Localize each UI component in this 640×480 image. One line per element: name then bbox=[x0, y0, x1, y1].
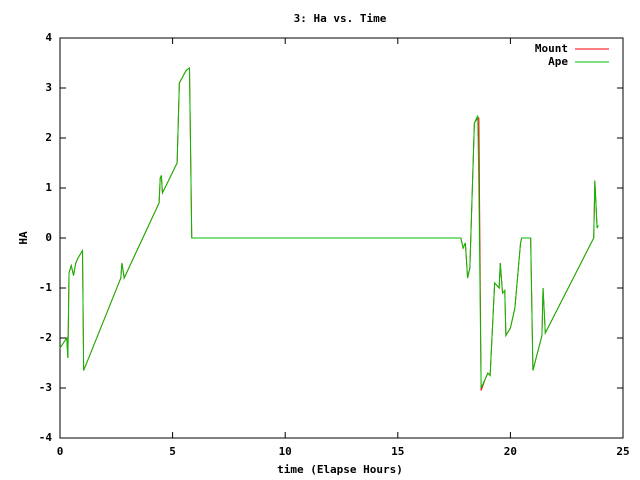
x-tick-label: 10 bbox=[279, 445, 292, 458]
series-line bbox=[59, 67, 599, 389]
y-tick-label: -4 bbox=[39, 431, 53, 444]
x-tick-label: 0 bbox=[57, 445, 64, 458]
y-tick-label: -1 bbox=[39, 281, 53, 294]
x-tick-label: 5 bbox=[169, 445, 176, 458]
y-tick-label: 1 bbox=[45, 181, 52, 194]
x-axis-label: time (Elapse Hours) bbox=[277, 463, 403, 476]
y-tick-label: 4 bbox=[45, 31, 52, 44]
y-tick-label: 3 bbox=[45, 81, 52, 94]
y-tick-label: 0 bbox=[45, 231, 52, 244]
y-tick-label: -2 bbox=[39, 331, 52, 344]
x-tick-label: 20 bbox=[504, 445, 517, 458]
series-line bbox=[59, 67, 599, 391]
chart-title: 3: Ha vs. Time bbox=[294, 12, 387, 25]
y-tick-label: -3 bbox=[39, 381, 52, 394]
legend-label: Ape bbox=[548, 55, 568, 68]
x-tick-label: 25 bbox=[616, 445, 629, 458]
y-tick-label: 2 bbox=[45, 131, 52, 144]
x-tick-label: 15 bbox=[391, 445, 404, 458]
legend-label: Mount bbox=[535, 42, 568, 55]
y-axis-label: HA bbox=[17, 231, 30, 245]
